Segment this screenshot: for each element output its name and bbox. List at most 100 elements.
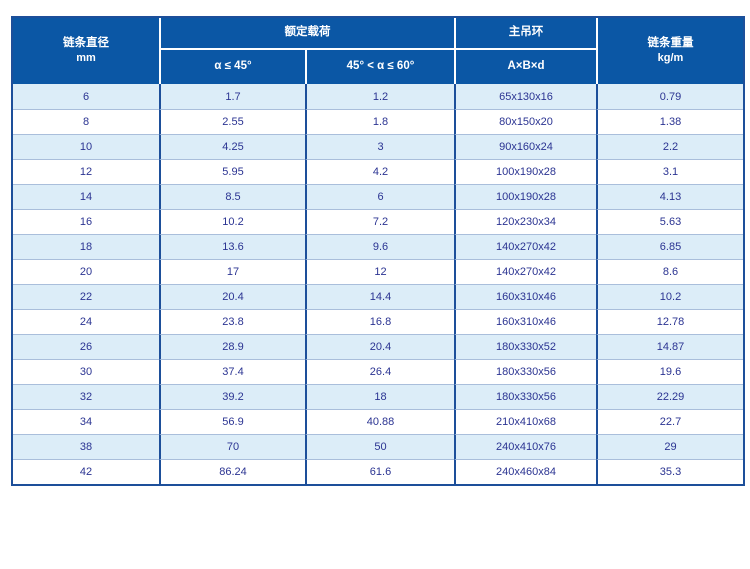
cell-load-45to60: 12 — [305, 259, 454, 284]
header-angle-le45: α ≤ 45° — [159, 50, 305, 84]
cell-diameter: 26 — [13, 334, 159, 359]
cell-load-le45: 23.8 — [159, 309, 305, 334]
header-rated-load: 额定载荷 — [159, 18, 454, 50]
table-row: 20 17 12 140x270x42 8.6 — [13, 259, 743, 284]
cell-diameter: 42 — [13, 459, 159, 484]
cell-load-45to60: 14.4 — [305, 284, 454, 309]
cell-ring-dims: 240x410x76 — [454, 434, 596, 459]
cell-ring-dims: 160x310x46 — [454, 284, 596, 309]
cell-ring-dims: 210x410x68 — [454, 409, 596, 434]
cell-weight: 22.7 — [596, 409, 743, 434]
cell-load-45to60: 26.4 — [305, 359, 454, 384]
table-row: 16 10.2 7.2 120x230x34 5.63 — [13, 209, 743, 234]
cell-load-45to60: 20.4 — [305, 334, 454, 359]
table-row: 10 4.25 3 90x160x24 2.2 — [13, 134, 743, 159]
cell-ring-dims: 100x190x28 — [454, 184, 596, 209]
table-row: 6 1.7 1.2 65x130x16 0.79 — [13, 84, 743, 109]
cell-diameter: 18 — [13, 234, 159, 259]
cell-weight: 2.2 — [596, 134, 743, 159]
header-ring-dims: A×B×d — [454, 50, 596, 84]
cell-weight: 0.79 — [596, 84, 743, 109]
cell-diameter: 14 — [13, 184, 159, 209]
table-body: 6 1.7 1.2 65x130x16 0.79 8 2.55 1.8 80x150x20 1.3… — [13, 84, 743, 484]
table-row: 12 5.95 4.2 100x190x28 3.1 — [13, 159, 743, 184]
cell-ring-dims: 90x160x24 — [454, 134, 596, 159]
cell-diameter: 10 — [13, 134, 159, 159]
table-row: 18 13.6 9.6 140x270x42 6.85 — [13, 234, 743, 259]
table-row: 30 37.4 26.4 180x330x56 19.6 — [13, 359, 743, 384]
cell-load-le45: 17 — [159, 259, 305, 284]
header-chain-diameter-title: 链条直径 — [63, 36, 109, 49]
cell-diameter: 20 — [13, 259, 159, 284]
cell-load-45to60: 7.2 — [305, 209, 454, 234]
header-angle-45to60: 45° < α ≤ 60° — [305, 50, 454, 84]
cell-load-le45: 4.25 — [159, 134, 305, 159]
cell-ring-dims: 140x270x42 — [454, 234, 596, 259]
cell-load-45to60: 61.6 — [305, 459, 454, 484]
cell-load-45to60: 9.6 — [305, 234, 454, 259]
cell-weight: 8.6 — [596, 259, 743, 284]
cell-ring-dims: 120x230x34 — [454, 209, 596, 234]
cell-load-le45: 86.24 — [159, 459, 305, 484]
cell-load-45to60: 3 — [305, 134, 454, 159]
cell-ring-dims: 65x130x16 — [454, 84, 596, 109]
cell-weight: 10.2 — [596, 284, 743, 309]
cell-load-le45: 8.5 — [159, 184, 305, 209]
cell-diameter: 30 — [13, 359, 159, 384]
table-row: 34 56.9 40.88 210x410x68 22.7 — [13, 409, 743, 434]
cell-load-45to60: 4.2 — [305, 159, 454, 184]
cell-weight: 12.78 — [596, 309, 743, 334]
table-row: 22 20.4 14.4 160x310x46 10.2 — [13, 284, 743, 309]
table-header: 链条直径 mm 额定载荷 主吊环 链条重量 kg/m α ≤ 45° 45° <… — [13, 18, 743, 84]
cell-weight: 3.1 — [596, 159, 743, 184]
cell-load-le45: 1.7 — [159, 84, 305, 109]
cell-weight: 22.29 — [596, 384, 743, 409]
table-row: 26 28.9 20.4 180x330x52 14.87 — [13, 334, 743, 359]
cell-diameter: 22 — [13, 284, 159, 309]
cell-weight: 19.6 — [596, 359, 743, 384]
cell-ring-dims: 100x190x28 — [454, 159, 596, 184]
header-chain-diameter: 链条直径 mm — [13, 18, 159, 84]
cell-diameter: 6 — [13, 84, 159, 109]
cell-weight: 35.3 — [596, 459, 743, 484]
cell-ring-dims: 140x270x42 — [454, 259, 596, 284]
cell-diameter: 38 — [13, 434, 159, 459]
cell-weight: 1.38 — [596, 109, 743, 134]
table-row: 32 39.2 18 180x330x56 22.29 — [13, 384, 743, 409]
cell-ring-dims: 80x150x20 — [454, 109, 596, 134]
cell-load-le45: 10.2 — [159, 209, 305, 234]
cell-load-45to60: 50 — [305, 434, 454, 459]
header-chain-diameter-unit: mm — [76, 52, 96, 65]
cell-load-le45: 56.9 — [159, 409, 305, 434]
table-row: 14 8.5 6 100x190x28 4.13 — [13, 184, 743, 209]
cell-load-le45: 37.4 — [159, 359, 305, 384]
cell-load-le45: 13.6 — [159, 234, 305, 259]
table-row: 38 70 50 240x410x76 29 — [13, 434, 743, 459]
cell-load-45to60: 1.8 — [305, 109, 454, 134]
header-chain-weight: 链条重量 kg/m — [596, 18, 743, 84]
header-row-1: 链条直径 mm 额定载荷 主吊环 链条重量 kg/m — [13, 18, 743, 84]
cell-load-le45: 70 — [159, 434, 305, 459]
cell-load-le45: 20.4 — [159, 284, 305, 309]
header-main-ring: 主吊环 — [454, 18, 596, 50]
cell-diameter: 32 — [13, 384, 159, 409]
cell-weight: 5.63 — [596, 209, 743, 234]
cell-weight: 29 — [596, 434, 743, 459]
cell-ring-dims: 180x330x56 — [454, 359, 596, 384]
cell-load-45to60: 18 — [305, 384, 454, 409]
cell-ring-dims: 160x310x46 — [454, 309, 596, 334]
table-row: 8 2.55 1.8 80x150x20 1.38 — [13, 109, 743, 134]
cell-ring-dims: 180x330x56 — [454, 384, 596, 409]
cell-diameter: 34 — [13, 409, 159, 434]
cell-load-45to60: 1.2 — [305, 84, 454, 109]
cell-weight: 4.13 — [596, 184, 743, 209]
cell-weight: 14.87 — [596, 334, 743, 359]
cell-load-le45: 5.95 — [159, 159, 305, 184]
cell-diameter: 16 — [13, 209, 159, 234]
cell-load-45to60: 6 — [305, 184, 454, 209]
cell-load-45to60: 40.88 — [305, 409, 454, 434]
cell-ring-dims: 240x460x84 — [454, 459, 596, 484]
header-row-2: α ≤ 45° 45° < α ≤ 60° A×B×d — [13, 50, 743, 84]
cell-diameter: 12 — [13, 159, 159, 184]
